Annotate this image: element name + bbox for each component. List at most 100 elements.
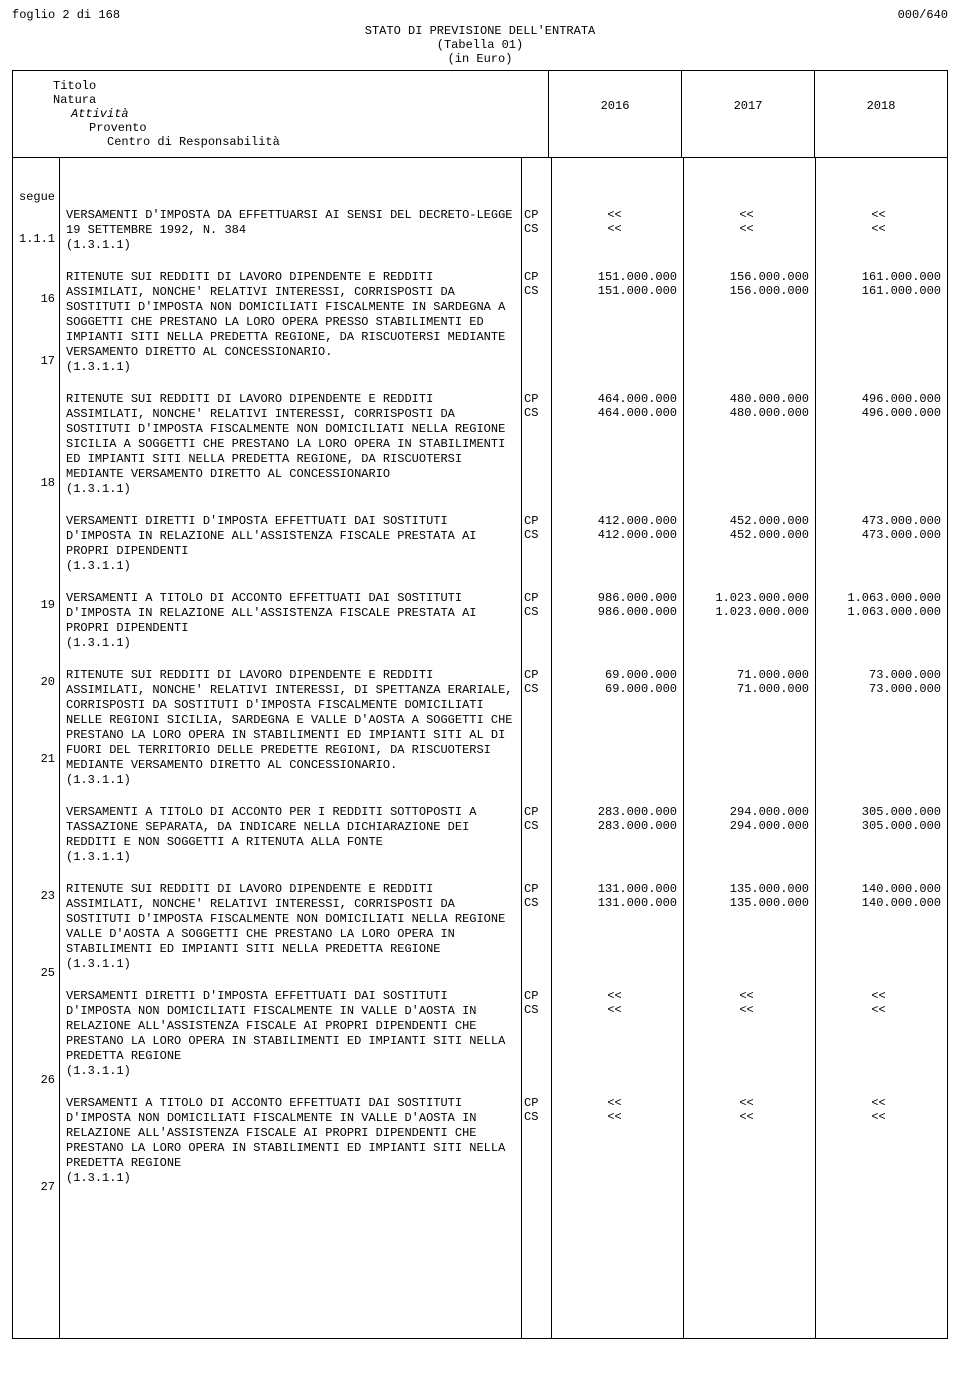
row-cpcs: CPCS — [524, 668, 549, 787]
row-cpcs: CPCS — [524, 805, 549, 864]
row-2017-cp: 452.000.000 — [684, 514, 809, 528]
row-num: 19 — [13, 598, 55, 657]
row-2018: 73.000.00073.000.000 — [816, 668, 941, 787]
row-desc: VERSAMENTI A TITOLO DI ACCONTO EFFETTUAT… — [66, 591, 515, 650]
row-2017-cs: 135.000.000 — [684, 896, 809, 910]
row-2016-cs: 283.000.000 — [552, 819, 677, 833]
column-2016: <<<<151.000.000151.000.000464.000.000464… — [552, 158, 684, 1338]
row-2016-cp: 464.000.000 — [552, 392, 677, 406]
page-folio: foglio 2 di 168 — [12, 8, 120, 22]
row-desc: RITENUTE SUI REDDITI DI LAVORO DIPENDENT… — [66, 668, 515, 787]
segue-label: segue — [19, 190, 55, 204]
row-2018-cs: << — [816, 1003, 941, 1017]
row-2018-cs: 305.000.000 — [816, 819, 941, 833]
row-2016-cs: 464.000.000 — [552, 406, 677, 420]
column-cpcs: CPCSCPCSCPCSCPCSCPCSCPCSCPCSCPCSCPCSCPCS — [522, 158, 552, 1338]
cs-label: CS — [524, 605, 549, 619]
row-2016-cs: << — [552, 1110, 677, 1124]
row-2016-cp: 151.000.000 — [552, 270, 677, 284]
row-2017: 1.023.000.0001.023.000.000 — [684, 591, 809, 650]
row-desc-text: RITENUTE SUI REDDITI DI LAVORO DIPENDENT… — [66, 882, 515, 957]
row-2018-cp: 473.000.000 — [816, 514, 941, 528]
row-2016: <<<< — [552, 208, 677, 252]
page-code: 000/640 — [898, 8, 948, 22]
cp-label: CP — [524, 882, 549, 896]
row-2016-cp: << — [552, 989, 677, 1003]
row-2017: 71.000.00071.000.000 — [684, 668, 809, 787]
row-2018-cp: 1.063.000.000 — [816, 591, 941, 605]
row-2016: 131.000.000131.000.000 — [552, 882, 677, 971]
row-desc-text: RITENUTE SUI REDDITI DI LAVORO DIPENDENT… — [66, 392, 515, 482]
row-cpcs: CPCS — [524, 270, 549, 374]
row-desc: VERSAMENTI A TITOLO DI ACCONTO EFFETTUAT… — [66, 1096, 515, 1185]
row-2017-cp: 294.000.000 — [684, 805, 809, 819]
column-2017: <<<<156.000.000156.000.000480.000.000480… — [684, 158, 816, 1338]
row-desc-text: VERSAMENTI DIRETTI D'IMPOSTA EFFETTUATI … — [66, 989, 515, 1064]
row-2016-cs: << — [552, 222, 677, 236]
row-2018-cp: << — [816, 208, 941, 222]
row-desc: VERSAMENTI A TITOLO DI ACCONTO PER I RED… — [66, 805, 515, 864]
segue-spacer-y2 — [684, 162, 809, 190]
title-line2: (Tabella 01) — [12, 38, 948, 52]
page-topbar: foglio 2 di 168 000/640 — [12, 8, 948, 22]
row-cpcs: CPCS — [524, 1096, 549, 1185]
row-desc-text: RITENUTE SUI REDDITI DI LAVORO DIPENDENT… — [66, 270, 515, 360]
row-desc-text: VERSAMENTI D'IMPOSTA DA EFFETTUARSI AI S… — [66, 208, 515, 238]
header-titolo: Titolo — [53, 79, 540, 93]
column-number: segue 1.1.1 16171819202123252627 — [13, 158, 60, 1338]
row-2016: 69.000.00069.000.000 — [552, 668, 677, 787]
row-2017-cs: 452.000.000 — [684, 528, 809, 542]
row-2018-cp: 496.000.000 — [816, 392, 941, 406]
row-2016: <<<< — [552, 989, 677, 1078]
cs-label: CS — [524, 284, 549, 298]
row-2018: 1.063.000.0001.063.000.000 — [816, 591, 941, 650]
cs-label: CS — [524, 1003, 549, 1017]
row-2016-cp: 412.000.000 — [552, 514, 677, 528]
row-2016-cs: 69.000.000 — [552, 682, 677, 696]
row-desc: VERSAMENTI DIRETTI D'IMPOSTA EFFETTUATI … — [66, 989, 515, 1078]
row-2018: 305.000.000305.000.000 — [816, 805, 941, 864]
row-2018-cs: << — [816, 222, 941, 236]
row-num: 18 — [13, 476, 55, 580]
row-num: 26 — [13, 1073, 55, 1162]
row-2017-cp: 1.023.000.000 — [684, 591, 809, 605]
row-2016: <<<< — [552, 1096, 677, 1185]
row-2018: <<<< — [816, 1096, 941, 1185]
cp-label: CP — [524, 591, 549, 605]
row-2018-cs: 496.000.000 — [816, 406, 941, 420]
row-cpcs: CPCS — [524, 208, 549, 252]
cp-label: CP — [524, 989, 549, 1003]
row-2018-cs: 161.000.000 — [816, 284, 941, 298]
row-2017: <<<< — [684, 989, 809, 1078]
row-2018: 140.000.000140.000.000 — [816, 882, 941, 971]
table-header: Titolo Natura Attività Provento Centro d… — [13, 71, 947, 158]
year-2016: 2016 — [549, 71, 682, 157]
cp-label: CP — [524, 1096, 549, 1110]
row-2017: <<<< — [684, 1096, 809, 1185]
row-2018: 496.000.000496.000.000 — [816, 392, 941, 496]
segue-block: segue 1.1.1 — [13, 162, 55, 274]
row-2016: 151.000.000151.000.000 — [552, 270, 677, 374]
cp-label: CP — [524, 805, 549, 819]
row-2016: 986.000.000986.000.000 — [552, 591, 677, 650]
segue-code: 1.1.1 — [19, 232, 55, 246]
row-num: 25 — [13, 966, 55, 1055]
cs-label: CS — [524, 682, 549, 696]
row-2017-cp: << — [684, 208, 809, 222]
table-body: segue 1.1.1 16171819202123252627 VERSAME… — [13, 158, 947, 1338]
row-ref: (1.3.1.1) — [66, 773, 515, 787]
title-line3: (in Euro) — [12, 52, 948, 66]
row-2018-cs: << — [816, 1110, 941, 1124]
row-ref: (1.3.1.1) — [66, 957, 515, 971]
row-num: 17 — [13, 354, 55, 458]
cs-label: CS — [524, 1110, 549, 1124]
cs-label: CS — [524, 406, 549, 420]
row-desc-text: VERSAMENTI DIRETTI D'IMPOSTA EFFETTUATI … — [66, 514, 515, 559]
row-2016-cs: << — [552, 1003, 677, 1017]
row-2016-cs: 151.000.000 — [552, 284, 677, 298]
header-centro: Centro di Responsabilità — [107, 135, 540, 149]
row-ref: (1.3.1.1) — [66, 1064, 515, 1078]
row-2018: <<<< — [816, 208, 941, 252]
cp-label: CP — [524, 208, 549, 222]
table-outer: Titolo Natura Attività Provento Centro d… — [12, 70, 948, 1339]
